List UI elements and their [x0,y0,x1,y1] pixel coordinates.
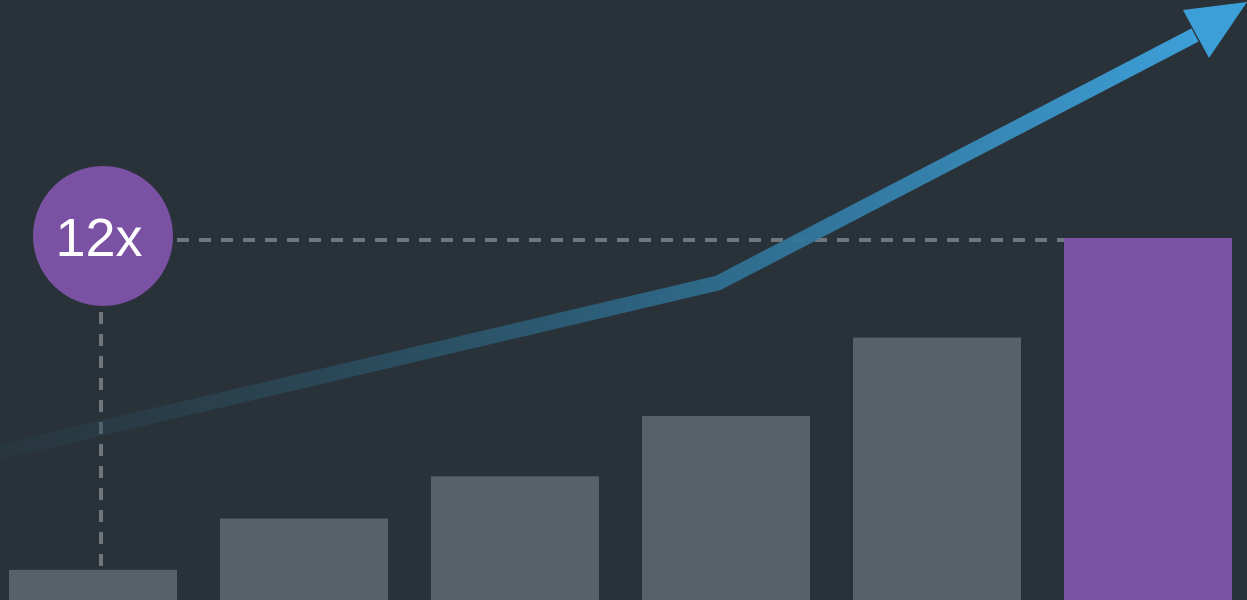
badge-label: 12x [55,208,142,268]
guide-lines [99,238,1064,566]
bar-4 [642,415,810,600]
trend-arrow [0,2,1247,460]
multiplier-badge: 12x [33,166,173,306]
bars-group [9,238,1232,600]
arrow-head-icon [1183,2,1247,58]
bar-2 [220,518,388,600]
trend-line [0,28,1199,460]
badge-circle [33,166,173,306]
bar-highlight [1064,238,1232,600]
bar-3 [431,476,599,600]
bar-5 [853,337,1021,600]
bar-1 [9,569,177,600]
